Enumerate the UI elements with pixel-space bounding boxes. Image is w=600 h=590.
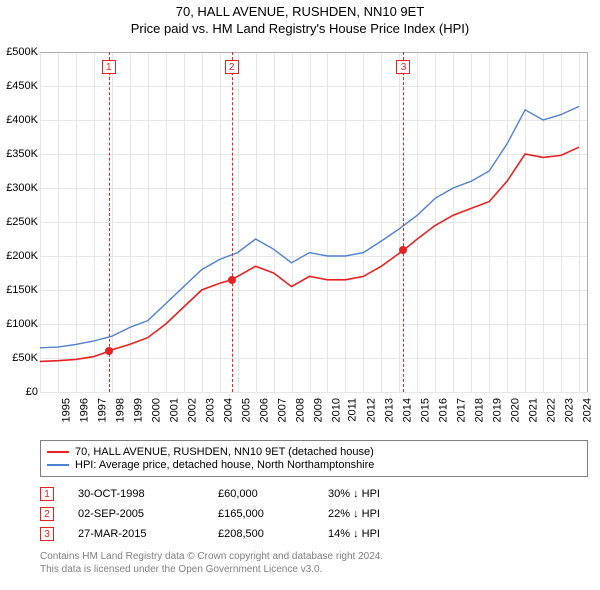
x-tick-label: 2013 xyxy=(384,398,396,422)
legend-swatch xyxy=(47,451,69,453)
x-tick-label: 1999 xyxy=(132,398,144,422)
legend-label: HPI: Average price, detached house, Nort… xyxy=(75,459,374,471)
sale-dot xyxy=(399,246,407,254)
sales-table: 1 30-OCT-1998 £60,000 30% ↓ HPI 2 02-SEP… xyxy=(40,484,428,544)
x-tick-label: 2016 xyxy=(438,398,450,422)
table-row: 1 30-OCT-1998 £60,000 30% ↓ HPI xyxy=(40,484,428,504)
footer-line: This data is licensed under the Open Gov… xyxy=(40,563,383,576)
sale-date: 30-OCT-1998 xyxy=(78,488,218,500)
x-tick-label: 1998 xyxy=(114,398,126,422)
sale-date: 02-SEP-2005 xyxy=(78,508,218,520)
sale-dot xyxy=(105,347,113,355)
x-tick-label: 2004 xyxy=(222,398,234,422)
x-tick-label: 2011 xyxy=(347,398,359,422)
chart-container: 70, HALL AVENUE, RUSHDEN, NN10 9ET Price… xyxy=(0,0,600,590)
y-tick-label: £300K xyxy=(0,182,38,194)
x-tick-label: 2015 xyxy=(420,398,432,422)
legend-item: HPI: Average price, detached house, Nort… xyxy=(47,459,581,471)
x-tick-label: 2014 xyxy=(402,398,414,422)
sale-dot xyxy=(228,276,236,284)
x-tick-label: 2005 xyxy=(240,398,252,422)
y-tick-label: £250K xyxy=(0,216,38,228)
x-tick-label: 2018 xyxy=(474,398,486,422)
x-tick-label: 2008 xyxy=(294,398,306,422)
x-tick-label: 2000 xyxy=(150,398,162,422)
y-tick-label: £100K xyxy=(0,318,38,330)
line-series-svg xyxy=(40,52,588,392)
x-tick-label: 2021 xyxy=(528,398,540,422)
x-tick-label: 1997 xyxy=(96,398,108,422)
legend-label: 70, HALL AVENUE, RUSHDEN, NN10 9ET (deta… xyxy=(75,446,374,458)
x-tick-label: 2002 xyxy=(186,398,198,422)
legend-item: 70, HALL AVENUE, RUSHDEN, NN10 9ET (deta… xyxy=(47,446,581,458)
sale-price: £60,000 xyxy=(218,488,328,500)
x-tick-label: 2003 xyxy=(204,398,216,422)
y-tick-label: £500K xyxy=(0,46,38,58)
y-tick-label: £200K xyxy=(0,250,38,262)
x-tick-label: 2019 xyxy=(492,398,504,422)
table-row: 2 02-SEP-2005 £165,000 22% ↓ HPI xyxy=(40,504,428,524)
sale-price: £208,500 xyxy=(218,528,328,540)
chart-marker-flag: 2 xyxy=(225,60,239,74)
sale-price: £165,000 xyxy=(218,508,328,520)
table-row: 3 27-MAR-2015 £208,500 14% ↓ HPI xyxy=(40,524,428,544)
x-tick-label: 2024 xyxy=(582,398,594,422)
footer-line: Contains HM Land Registry data © Crown c… xyxy=(40,550,383,563)
legend-swatch xyxy=(47,464,69,466)
legend: 70, HALL AVENUE, RUSHDEN, NN10 9ET (deta… xyxy=(40,440,588,477)
y-tick-label: £350K xyxy=(0,148,38,160)
sale-date: 27-MAR-2015 xyxy=(78,528,218,540)
sale-marker-num: 3 xyxy=(40,527,54,541)
chart-marker-flag: 1 xyxy=(102,60,116,74)
x-tick-label: 2023 xyxy=(564,398,576,422)
sale-marker-num: 1 xyxy=(40,487,54,501)
sale-vs-hpi: 22% ↓ HPI xyxy=(328,508,428,520)
sale-marker-num: 2 xyxy=(40,507,54,521)
y-tick-label: £400K xyxy=(0,114,38,126)
x-tick-label: 2007 xyxy=(276,398,288,422)
x-tick-label: 2012 xyxy=(366,398,378,422)
sale-vs-hpi: 30% ↓ HPI xyxy=(328,488,428,500)
y-tick-label: £50K xyxy=(0,352,38,364)
y-tick-label: £150K xyxy=(0,284,38,296)
sale-vs-hpi: 14% ↓ HPI xyxy=(328,528,428,540)
x-tick-label: 2020 xyxy=(510,398,522,422)
footer-attribution: Contains HM Land Registry data © Crown c… xyxy=(40,550,383,576)
title-block: 70, HALL AVENUE, RUSHDEN, NN10 9ET Price… xyxy=(0,0,600,36)
x-tick-label: 2022 xyxy=(546,398,558,422)
chart-marker-flag: 3 xyxy=(396,60,410,74)
x-tick-label: 2006 xyxy=(258,398,270,422)
title-subtitle: Price paid vs. HM Land Registry's House … xyxy=(0,21,600,36)
x-tick-label: 2001 xyxy=(168,398,180,422)
x-tick-label: 2009 xyxy=(312,398,324,422)
x-tick-label: 1995 xyxy=(60,398,72,422)
x-tick-label: 2017 xyxy=(456,398,468,422)
y-tick-label: £450K xyxy=(0,80,38,92)
x-tick-label: 1996 xyxy=(78,398,90,422)
y-tick-label: £0 xyxy=(0,386,38,398)
title-address: 70, HALL AVENUE, RUSHDEN, NN10 9ET xyxy=(0,4,600,19)
x-tick-label: 2010 xyxy=(330,398,342,422)
